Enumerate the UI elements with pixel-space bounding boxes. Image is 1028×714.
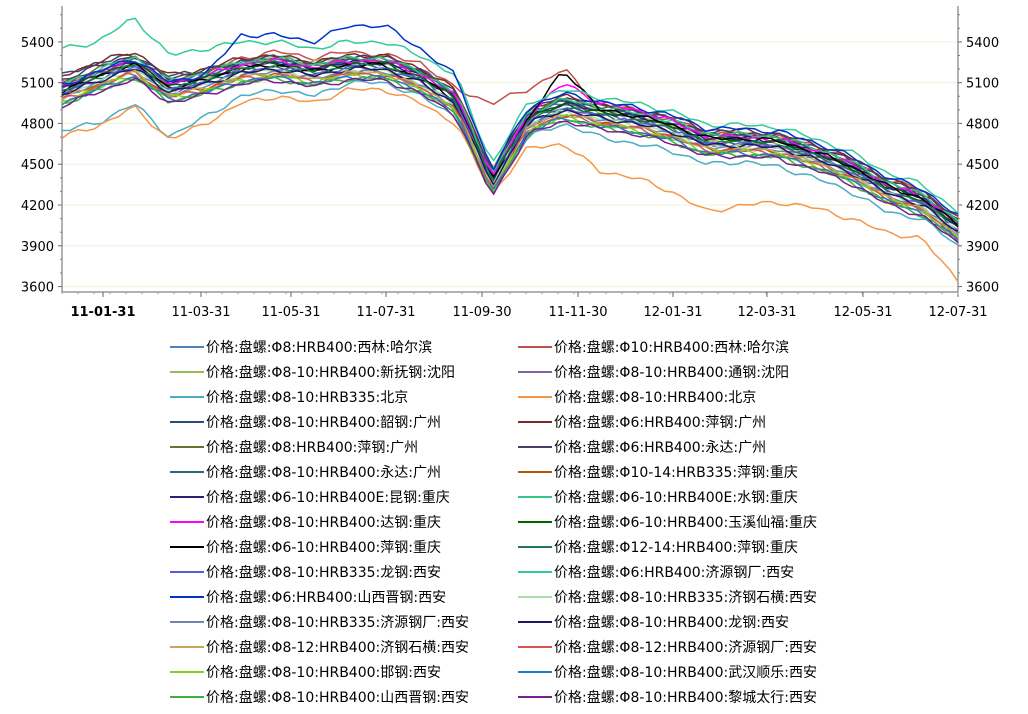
x-tick-label: 11-03-31 bbox=[171, 305, 230, 320]
legend-label: 价格:盘螺:Φ8-10:HRB335:龙钢:西安 bbox=[206, 564, 441, 581]
legend-label: 价格:盘螺:Φ8-10:HRB400:山西晋钢:西安 bbox=[206, 689, 469, 706]
y-tick-label-right: 5400 bbox=[966, 36, 999, 51]
x-tick-label: 11-11-30 bbox=[548, 305, 607, 320]
legend-label: 价格:盘螺:Φ6:HRB400:萍钢:广州 bbox=[554, 414, 766, 431]
y-tick-label-right: 4800 bbox=[966, 117, 999, 132]
legend-label: 价格:盘螺:Φ6-10:HRB400E:昆钢:重庆 bbox=[206, 489, 450, 506]
x-tick-label: 11-01-31 bbox=[70, 305, 135, 320]
legend: 价格:盘螺:Φ8:HRB400:西林:哈尔滨 价格:盘螺:Φ10:HRB400:西… bbox=[170, 339, 817, 706]
y-tick-label-left: 4800 bbox=[21, 117, 54, 132]
x-tick-label: 12-01-31 bbox=[643, 305, 702, 320]
series-line bbox=[61, 17, 959, 215]
legend-label: 价格:盘螺:Φ8-10:HRB400:通钢:沈阳 bbox=[554, 364, 789, 381]
y-tick-label-left: 3900 bbox=[21, 240, 54, 255]
legend-label: 价格:盘螺:Φ8-12:HRB400:济钢石横:西安 bbox=[206, 639, 469, 656]
legend-label: 价格:盘螺:Φ8-10:HRB335:济源钢厂:西安 bbox=[206, 614, 469, 631]
series-line bbox=[61, 73, 959, 237]
legend-label: 价格:盘螺:Φ8-10:HRB400:永达:广州 bbox=[206, 464, 441, 481]
legend-label: 价格:盘螺:Φ6:HRB400:永达:广州 bbox=[554, 439, 766, 456]
y-tick-label-left: 5100 bbox=[21, 77, 54, 92]
y-tick-label-right: 5100 bbox=[966, 77, 999, 92]
series-line bbox=[61, 66, 959, 233]
x-tick-label: 11-09-30 bbox=[452, 305, 511, 320]
legend-label: 价格:盘螺:Φ12-14:HRB400:萍钢:重庆 bbox=[554, 539, 798, 556]
legend-label: 价格:盘螺:Φ8-10:HRB400:韶钢:广州 bbox=[206, 414, 441, 431]
y-tick-label-left: 4500 bbox=[21, 158, 54, 173]
x-tick-label: 11-05-31 bbox=[261, 305, 320, 320]
legend-label: 价格:盘螺:Φ8-10:HRB400:邯钢:西安 bbox=[206, 664, 441, 681]
legend-label: 价格:盘螺:Φ8-10:HRB400:达钢:重庆 bbox=[206, 514, 441, 531]
legend-label: 价格:盘螺:Φ8:HRB400:西林:哈尔滨 bbox=[206, 339, 432, 356]
series-line bbox=[61, 87, 959, 283]
legend-label: 价格:盘螺:Φ8-10:HRB335:济钢石横:西安 bbox=[554, 589, 817, 606]
axes: 3600 3600 3900 3900 4200 4200 4500 4500 4800 4800… bbox=[21, 6, 999, 320]
legend-label: 价格:盘螺:Φ8-12:HRB400:济源钢厂:西安 bbox=[554, 639, 817, 656]
y-tick-label-right: 4200 bbox=[966, 199, 999, 214]
legend-label: 价格:盘螺:Φ10-14:HRB335:萍钢:重庆 bbox=[554, 464, 798, 481]
legend-label: 价格:盘螺:Φ6-10:HRB400:玉溪仙福:重庆 bbox=[554, 514, 817, 531]
legend-label: 价格:盘螺:Φ8:HRB400:萍钢:广州 bbox=[206, 439, 418, 456]
legend-label: 价格:盘螺:Φ8-10:HRB400:武汉顺乐:西安 bbox=[554, 664, 817, 681]
series-line bbox=[61, 57, 959, 225]
legend-label: 价格:盘螺:Φ6-10:HRB400:萍钢:重庆 bbox=[206, 539, 441, 556]
x-tick-label: 12-05-31 bbox=[833, 305, 892, 320]
legend-label: 价格:盘螺:Φ8-10:HRB400:新抚钢:沈阳 bbox=[206, 364, 455, 381]
y-tick-label-right: 3600 bbox=[966, 281, 999, 296]
legend-label: 价格:盘螺:Φ8-10:HRB335:北京 bbox=[206, 389, 408, 406]
y-tick-label-left: 5400 bbox=[21, 36, 54, 51]
legend-label: 价格:盘螺:Φ8-10:HRB400:龙钢:西安 bbox=[554, 614, 789, 631]
y-tick-label-right: 3900 bbox=[966, 240, 999, 255]
series-line bbox=[61, 77, 959, 244]
legend-label: 价格:盘螺:Φ6:HRB400:山西晋钢:西安 bbox=[206, 589, 446, 606]
y-tick-label-left: 4200 bbox=[21, 199, 54, 214]
legend-label: 价格:盘螺:Φ6-10:HRB400E:水钢:重庆 bbox=[554, 489, 798, 506]
x-tick-label: 11-07-31 bbox=[356, 305, 415, 320]
series-line bbox=[61, 24, 959, 215]
y-tick-label-right: 4500 bbox=[966, 158, 999, 173]
legend-label: 价格:盘螺:Φ8-10:HRB400:北京 bbox=[554, 389, 756, 406]
legend-label: 价格:盘螺:Φ6:HRB400:济源钢厂:西安 bbox=[554, 564, 794, 581]
y-tick-label-left: 3600 bbox=[21, 281, 54, 296]
x-tick-label: 12-03-31 bbox=[737, 305, 796, 320]
legend-label: 价格:盘螺:Φ8-10:HRB400:黎城太行:西安 bbox=[554, 689, 817, 706]
series-line bbox=[61, 52, 959, 217]
x-tick-label: 12-07-31 bbox=[928, 305, 987, 320]
series-lines bbox=[61, 17, 959, 283]
legend-label: 价格:盘螺:Φ10:HRB400:西林:哈尔滨 bbox=[554, 339, 789, 356]
